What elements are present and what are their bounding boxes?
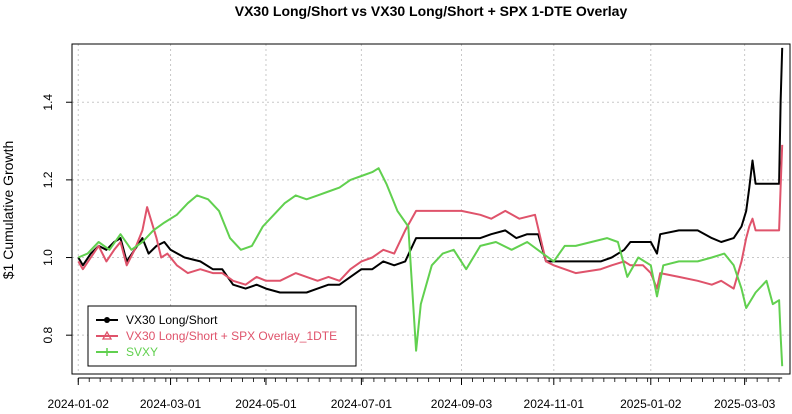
x-tick-label: 2024-07-01 bbox=[331, 397, 393, 411]
grid bbox=[72, 44, 790, 374]
chart-title: VX30 Long/Short vs VX30 Long/Short + SPX… bbox=[235, 3, 628, 19]
legend-box bbox=[87, 305, 357, 367]
x-tick-label: 2024-03-01 bbox=[140, 397, 202, 411]
y-axis-title: $1 Cumulative Growth bbox=[0, 141, 16, 280]
y-tick-label: 1.2 bbox=[41, 171, 55, 188]
x-tick-label: 2025-03-03 bbox=[714, 397, 776, 411]
series-line-2 bbox=[77, 144, 784, 290]
plot-frame bbox=[71, 43, 791, 375]
y-axis: 0.8 1.0 1.2 1.4 bbox=[41, 94, 72, 344]
legend: VX30 Long/Short VX30 Long/Short + SPX Ove… bbox=[87, 305, 357, 367]
legend-label: SVXY bbox=[126, 345, 158, 359]
legend-marker bbox=[104, 317, 110, 323]
series-line-1 bbox=[77, 47, 784, 294]
series-line-3 bbox=[77, 167, 784, 367]
legend-label: VX30 Long/Short + SPX Overlay_1DTE bbox=[126, 329, 337, 343]
legend-label: VX30 Long/Short bbox=[126, 313, 218, 327]
x-tick-label: 2025-01-02 bbox=[620, 397, 682, 411]
y-tick-label: 0.8 bbox=[41, 327, 55, 344]
legend-marker bbox=[101, 330, 113, 340]
x-axis: 2024-01-02 2024-03-01 2024-05-01 2024-07-01… bbox=[48, 377, 783, 411]
x-tick-label: 2024-01-02 bbox=[48, 397, 110, 411]
y-tick-label: 1.0 bbox=[41, 249, 55, 266]
y-tick-label: 1.4 bbox=[41, 94, 55, 111]
x-tick-label: 2024-05-01 bbox=[235, 397, 297, 411]
x-tick-label: 2024-11-01 bbox=[524, 397, 585, 411]
series-lines bbox=[77, 47, 784, 367]
x-tick-label: 2024-09-03 bbox=[431, 397, 493, 411]
